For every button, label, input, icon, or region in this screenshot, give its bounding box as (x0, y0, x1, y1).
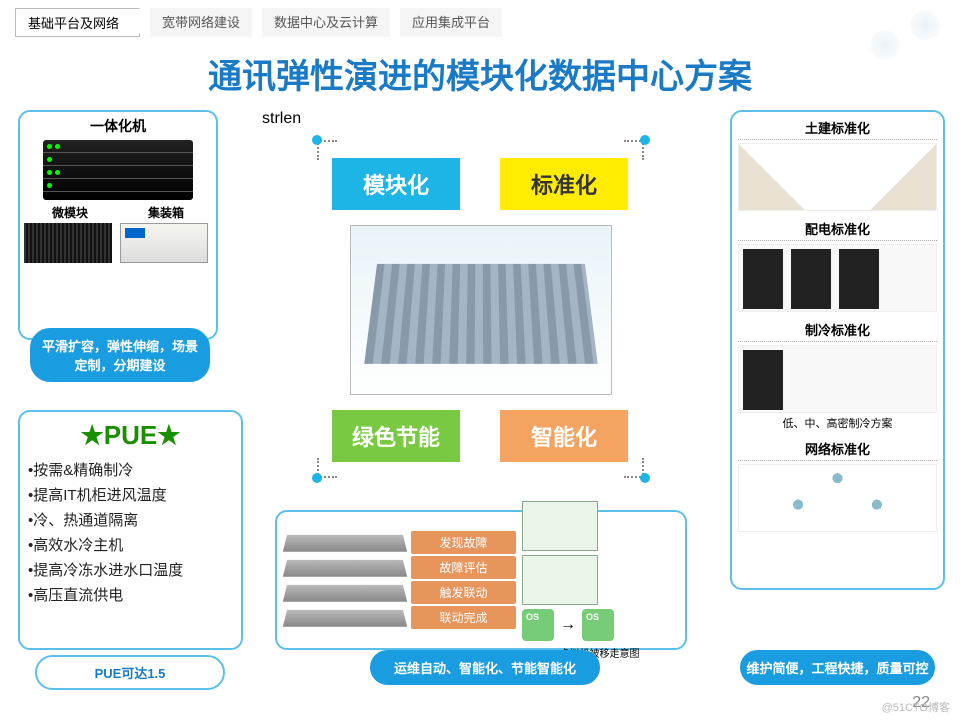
module-header: 一体化机 (20, 112, 216, 140)
fault-step: 故障评估 (411, 556, 516, 579)
module-card: 一体化机 微模块 集装箱 (18, 110, 218, 340)
vm-icon (522, 609, 554, 641)
screen-icon (522, 501, 598, 551)
micro-module-icon (24, 223, 112, 263)
power-icon (738, 244, 937, 312)
module-desc-pill: 平滑扩容，弹性伸缩，场景定制，分期建设 (30, 328, 210, 382)
quad-green: 绿色节能 (332, 410, 460, 462)
civil-std-title: 土建标准化 (738, 118, 937, 140)
quad-modular: 模块化 (332, 158, 460, 210)
pue-item: •提高IT机柜进风温度 (28, 482, 233, 507)
fault-step: 触发联动 (411, 581, 516, 604)
standards-card: 土建标准化 配电标准化 制冷标准化低、中、高密制冷方案 网络标准化 (730, 110, 945, 590)
screens-area: → 虚拟机被移走意图 (522, 520, 677, 640)
tab-integration[interactable]: 应用集成平台 (400, 8, 502, 37)
automation-card: 发现故障 故障评估 触发联动 联动完成 → 虚拟机被移走意图 (275, 510, 687, 650)
container-label: 集装箱 (148, 206, 184, 220)
pue-item: •按需&精确制冷 (28, 457, 233, 482)
power-std-title: 配电标准化 (738, 219, 937, 241)
dot-icon (312, 473, 322, 483)
tab-datacenter[interactable]: 数据中心及云计算 (262, 8, 390, 37)
screen-icon (522, 555, 598, 605)
network-icon (738, 464, 937, 532)
tab-platform[interactable]: 基础平台及网络 (15, 8, 140, 37)
floorplan-icon (738, 143, 937, 211)
fault-step: 发现故障 (411, 531, 516, 554)
tab-broadband[interactable]: 宽带网络建设 (150, 8, 252, 37)
pue-item: •高效水冷主机 (28, 532, 233, 557)
automation-foot-pill: 运维自动、智能化、节能智能化 (370, 650, 600, 685)
micro-module-label: 微模块 (52, 206, 88, 220)
pue-item: •提高冷冻水进水口温度 (28, 557, 233, 582)
dot-icon (312, 135, 322, 145)
fault-list: 发现故障 故障评估 触发联动 联动完成 (411, 520, 516, 640)
cooling-icon (738, 345, 937, 413)
pue-item: •高压直流供电 (28, 582, 233, 607)
dot-icon (640, 473, 650, 483)
center-diagram: strlen 模块化 标准化 绿色节能 智能化 (262, 110, 700, 480)
watermark: @51CTO博客 (882, 699, 950, 715)
page-title: 通讯弹性演进的模块化数据中心方案 (0, 49, 960, 98)
container-icon (120, 223, 208, 263)
pue-title: ★PUE★ (28, 420, 233, 451)
layers-icon (285, 520, 405, 640)
pue-foot-pill: PUE可达1.5 (35, 655, 225, 690)
fault-step: 联动完成 (411, 606, 516, 629)
cooling-std-title: 制冷标准化 (738, 320, 937, 342)
dot-icon (640, 135, 650, 145)
quad-standard: 标准化 (500, 158, 628, 210)
quad-smart: 智能化 (500, 410, 628, 462)
standards-foot-pill: 维护简便，工程快捷，质量可控 (740, 650, 935, 685)
nav-tabs: 基础平台及网络 宽带网络建设 数据中心及云计算 应用集成平台 (0, 0, 960, 37)
cooling-note: 低、中、高密制冷方案 (738, 415, 937, 431)
network-std-title: 网络标准化 (738, 439, 937, 461)
pue-item: •冷、热通道隔离 (28, 507, 233, 532)
pue-card: ★PUE★ •按需&精确制冷 •提高IT机柜进风温度 •冷、热通道隔离 •高效水… (18, 410, 243, 650)
vm-icon (582, 609, 614, 641)
server-icon (43, 140, 193, 200)
datacenter-icon (350, 225, 612, 395)
pue-list: •按需&精确制冷 •提高IT机柜进风温度 •冷、热通道隔离 •高效水冷主机 •提… (28, 457, 233, 607)
